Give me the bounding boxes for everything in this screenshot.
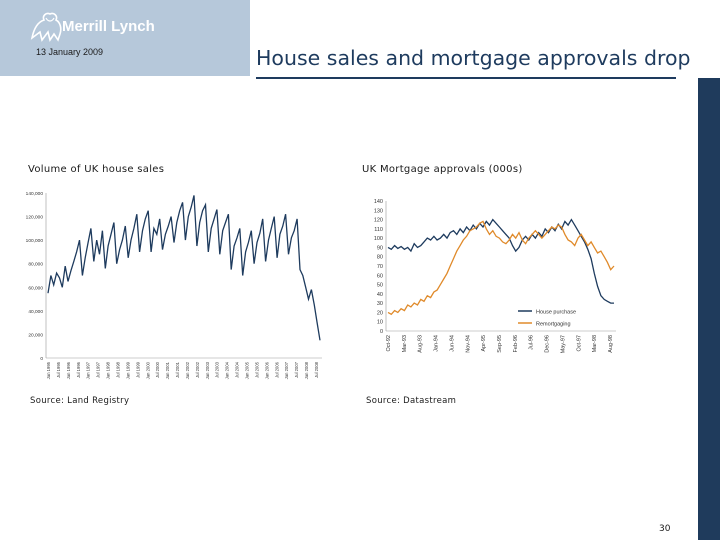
sales-x-tick-label: Jul 2000 xyxy=(155,361,160,378)
approvals-y-tick-label: 40 xyxy=(377,292,383,298)
approvals-x-tick-label: Aug-98 xyxy=(608,335,614,353)
sales-x-tick-label: Jul 2002 xyxy=(195,361,200,378)
sales-x-tick-label: Jul 1995 xyxy=(56,361,61,378)
sales-y-tick-label: 120,000 xyxy=(26,215,44,221)
sales-x-tick-label: Jan 2008 xyxy=(304,361,309,379)
approvals-x-tick-label: Apr-95 xyxy=(481,335,487,352)
sales-x-tick-label: Jan 2007 xyxy=(284,361,289,379)
sales-x-tick-label: Jan 2002 xyxy=(185,361,190,379)
mortgage-approvals-chart: 0 10 20 30 40 50 60 70 80 90 100 110 120 130 140 Oct-92… xyxy=(374,199,616,353)
sales-y-tick-label: 80,000 xyxy=(28,262,43,268)
sales-y-tick-label: 40,000 xyxy=(28,309,43,315)
sales-x-tick-label: Jan 2000 xyxy=(145,361,150,379)
sales-x-tick-label: Jul 2008 xyxy=(314,361,319,378)
sales-x-tick-label: Jan 1998 xyxy=(106,361,111,379)
approvals-legend-label: House purchase xyxy=(536,310,576,316)
sales-x-tick-label: Jan 2006 xyxy=(264,361,269,379)
sales-y-tick-label: 60,000 xyxy=(28,285,43,291)
sales-x-tick-label: Jan 2004 xyxy=(225,361,230,379)
sales-x-tick-label: Jan 2005 xyxy=(245,361,250,379)
approvals-y-tick-label: 30 xyxy=(377,301,383,307)
approvals-y-tick-label: 100 xyxy=(374,236,383,242)
sales-x-tick-label: Jan 1997 xyxy=(86,361,91,379)
approvals-y-tick-label: 130 xyxy=(374,208,383,214)
sales-series-line-1 xyxy=(47,195,321,341)
approvals-x-tick-label: Aug-93 xyxy=(418,335,424,353)
approvals-x-tick-label: Oct-97 xyxy=(576,335,582,352)
sales-y-tick-label: 100,000 xyxy=(26,238,44,244)
approvals-x-tick-label: Dec-96 xyxy=(545,335,551,353)
approvals-y-tick-label: 0 xyxy=(380,329,383,335)
sales-x-tick-label: Jul 1997 xyxy=(96,361,101,378)
sales-x-tick-label: Jul 2004 xyxy=(235,361,240,378)
approvals-x-tick-label: Mar-98 xyxy=(592,335,598,352)
chart-1-source: Source: Land Registry xyxy=(30,396,130,406)
sales-x-tick-label: Jul 2007 xyxy=(294,361,299,378)
approvals-x-tick-label: Mar-93 xyxy=(402,335,408,352)
approvals-y-tick-label: 60 xyxy=(377,273,383,279)
approvals-x-tick-label: Oct-92 xyxy=(386,335,392,352)
sales-x-tick-label: Jan 2003 xyxy=(205,361,210,379)
sales-x-tick-label: Jul 2005 xyxy=(254,361,259,378)
sales-x-tick-label: Jan 1995 xyxy=(46,361,51,379)
approvals-legend-label: Remortgaging xyxy=(536,322,571,328)
sales-y-tick-label: 20,000 xyxy=(28,332,43,338)
header-banner: Merrill Lynch 13 January 2009 xyxy=(0,0,250,76)
approvals-y-tick-label: 140 xyxy=(374,199,383,205)
sales-y-tick-label: 140,000 xyxy=(26,191,44,197)
sales-x-tick-label: Jan 1999 xyxy=(125,361,130,379)
sales-x-tick-label: Jul 1999 xyxy=(135,361,140,378)
approvals-y-tick-label: 90 xyxy=(377,245,383,251)
chart-1-title: Volume of UK house sales xyxy=(28,164,165,175)
approvals-y-tick-label: 120 xyxy=(374,218,383,224)
sales-x-tick-label: Jan 2001 xyxy=(165,361,170,379)
title-underline xyxy=(256,77,676,79)
house-sales-chart: 0 20,000 40,000 60,000 80,000 100,000 120,000 1… xyxy=(26,191,322,379)
approvals-x-tick-label: May-97 xyxy=(560,335,566,353)
sales-y-tick-label: 0 xyxy=(40,356,43,362)
chart-2-source: Source: Datastream xyxy=(366,396,457,406)
approvals-x-tick-label: Nov-94 xyxy=(465,335,471,353)
chart-2-title: UK Mortgage approvals (000s) xyxy=(362,164,523,175)
page-number: 30 xyxy=(659,524,671,534)
approvals-series-line-1 xyxy=(387,218,614,304)
approvals-y-tick-label: 80 xyxy=(377,255,383,261)
approvals-y-tick-label: 110 xyxy=(374,227,383,233)
approvals-y-tick-label: 10 xyxy=(377,320,383,326)
approvals-x-tick-label: Feb-96 xyxy=(513,335,519,352)
sales-x-tick-label: Jul 2001 xyxy=(175,361,180,378)
bull-logo-icon xyxy=(30,12,62,42)
page-title: House sales and mortgage approvals drop xyxy=(256,46,691,70)
approvals-x-tick-label: Sep-95 xyxy=(497,335,503,353)
logo-text: Merrill Lynch xyxy=(62,18,155,35)
approvals-series-line-2 xyxy=(387,220,615,316)
sales-x-tick-label: Jul 1996 xyxy=(76,361,81,378)
sales-x-tick-label: Jan 1996 xyxy=(66,361,71,379)
sales-x-tick-label: Jul 2003 xyxy=(215,361,220,378)
side-accent-bar xyxy=(698,78,720,540)
approvals-y-tick-label: 50 xyxy=(377,283,383,289)
approvals-y-tick-label: 20 xyxy=(377,310,383,316)
report-date: 13 January 2009 xyxy=(36,47,104,57)
approvals-x-tick-label: Jul-96 xyxy=(529,335,535,350)
approvals-x-tick-label: Jun-94 xyxy=(449,335,455,352)
approvals-y-tick-label: 70 xyxy=(377,264,383,270)
approvals-x-tick-label: Jan-94 xyxy=(434,335,440,352)
sales-x-tick-label: Jul 1998 xyxy=(115,361,120,378)
sales-x-tick-label: Jul 2006 xyxy=(274,361,279,378)
